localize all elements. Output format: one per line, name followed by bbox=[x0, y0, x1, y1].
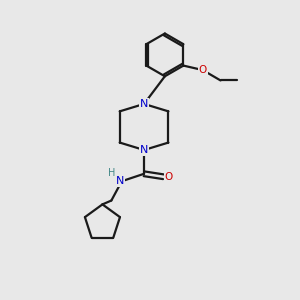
Text: O: O bbox=[199, 65, 207, 75]
Text: N: N bbox=[116, 176, 124, 186]
Text: H: H bbox=[108, 168, 115, 178]
Text: N: N bbox=[140, 99, 148, 109]
Text: N: N bbox=[140, 145, 148, 155]
Text: O: O bbox=[165, 172, 173, 182]
